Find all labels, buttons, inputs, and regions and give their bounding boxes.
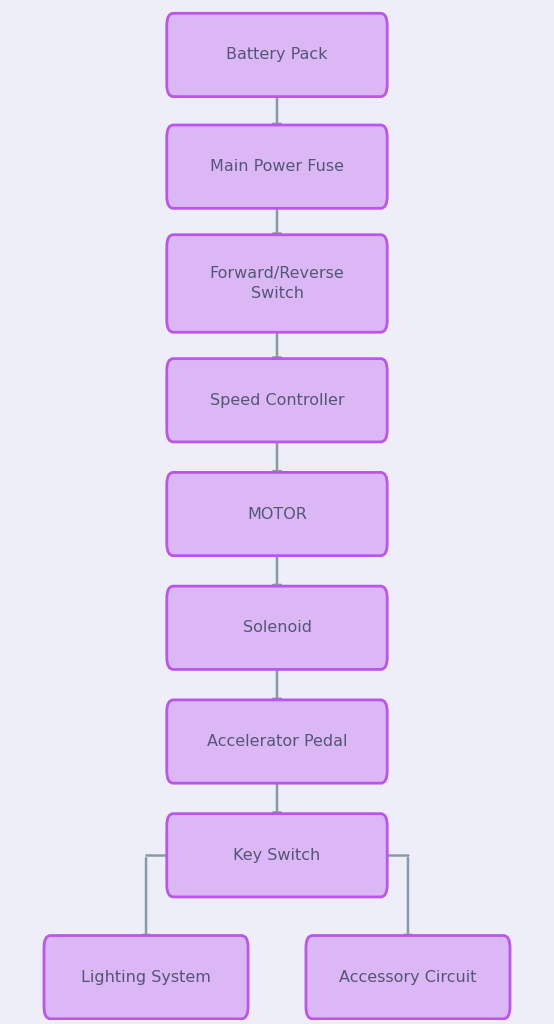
Text: Lighting System: Lighting System (81, 970, 211, 985)
Text: Accessory Circuit: Accessory Circuit (339, 970, 476, 985)
FancyBboxPatch shape (167, 234, 387, 332)
FancyBboxPatch shape (306, 936, 510, 1019)
Text: Main Power Fuse: Main Power Fuse (210, 159, 344, 174)
FancyBboxPatch shape (167, 472, 387, 556)
FancyBboxPatch shape (167, 125, 387, 208)
Text: Key Switch: Key Switch (233, 848, 321, 863)
Text: Forward/Reverse
Switch: Forward/Reverse Switch (209, 266, 345, 301)
FancyBboxPatch shape (167, 586, 387, 670)
FancyBboxPatch shape (167, 13, 387, 96)
Text: Speed Controller: Speed Controller (209, 393, 345, 408)
FancyBboxPatch shape (167, 358, 387, 442)
FancyBboxPatch shape (167, 699, 387, 783)
Text: Solenoid: Solenoid (243, 621, 311, 635)
FancyBboxPatch shape (44, 936, 248, 1019)
Text: Battery Pack: Battery Pack (226, 47, 328, 62)
FancyBboxPatch shape (167, 814, 387, 897)
Text: MOTOR: MOTOR (247, 507, 307, 521)
Text: Accelerator Pedal: Accelerator Pedal (207, 734, 347, 749)
